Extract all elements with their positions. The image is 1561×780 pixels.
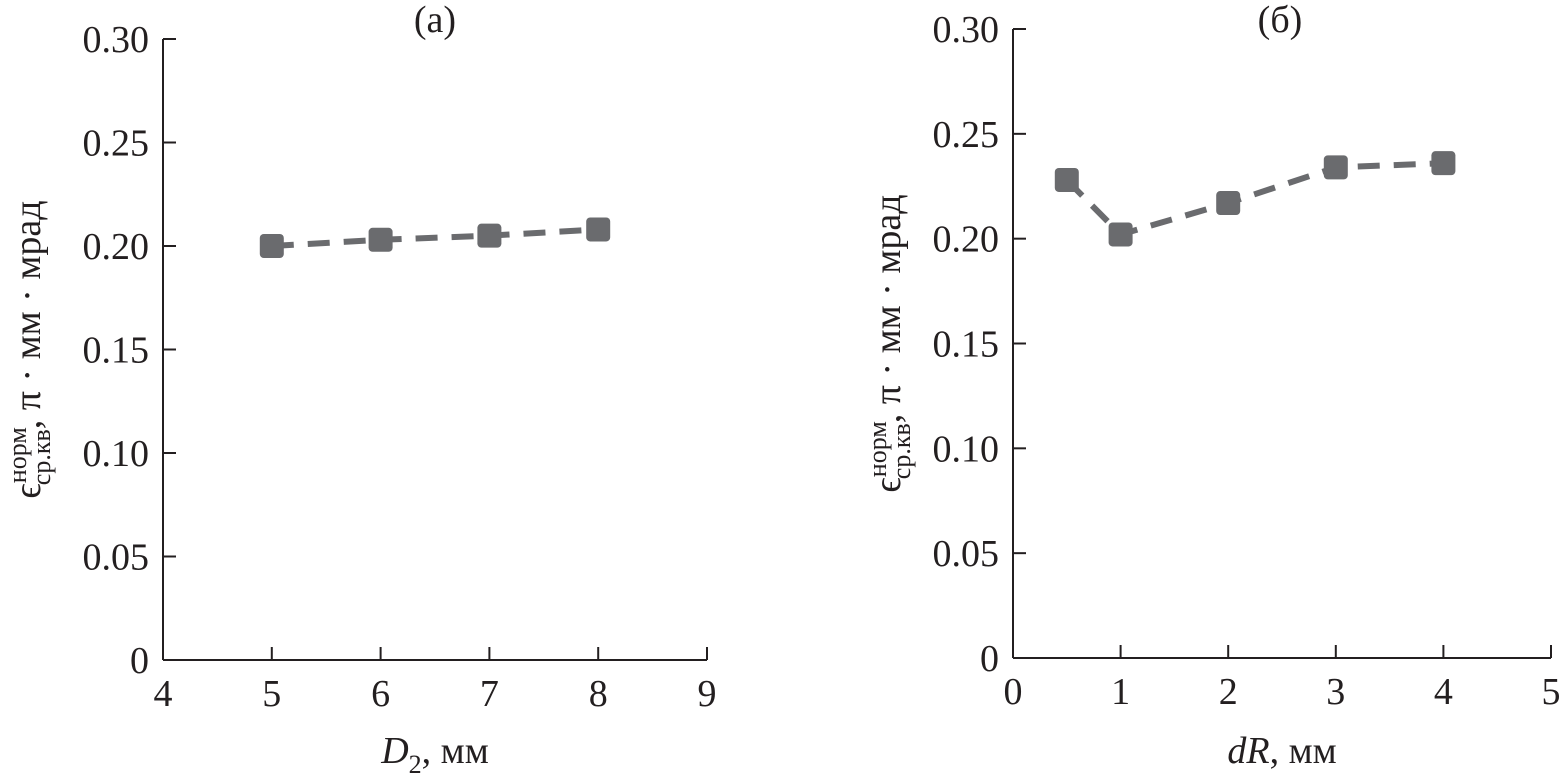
y-label-superscript: норм xyxy=(3,427,32,483)
data-point xyxy=(586,217,611,242)
x-label-subscript: 2 xyxy=(409,750,422,779)
x-tick-label: 4 xyxy=(154,673,173,715)
x-tick-label: 6 xyxy=(371,673,390,715)
y-label-unit: , π · мм · мрад xyxy=(7,200,49,429)
x-tick-label: 7 xyxy=(480,673,499,715)
data-point xyxy=(1108,222,1133,247)
data-point xyxy=(477,223,502,248)
x-label-variable: D xyxy=(380,730,408,772)
x-tick-label: 2 xyxy=(1219,671,1238,713)
y-label-superscript: норм xyxy=(863,421,892,477)
y-label-symbol: ϵ xyxy=(867,477,909,492)
chart-title: (a) xyxy=(414,0,456,41)
y-tick-label: 0.05 xyxy=(83,537,150,579)
x-tick-label: 0 xyxy=(1004,671,1023,713)
y-tick-label: 0.25 xyxy=(933,114,1000,156)
x-label-unit: , мм xyxy=(1270,730,1337,772)
x-tick-label: 1 xyxy=(1111,671,1130,713)
y-tick-label: 0.20 xyxy=(933,219,1000,261)
y-tick-label: 0.30 xyxy=(933,9,1000,51)
x-axis-label: dR, мм xyxy=(1227,730,1336,772)
data-point xyxy=(259,234,284,258)
series-line xyxy=(271,226,599,249)
chart-panel-0: 0 0.05 0.10 0.15 0.20 0.25 0.30 4 5 6 7 8 9 (a) D2, мм… xyxy=(3,0,717,779)
x-label-variable: dR xyxy=(1227,730,1269,772)
y-axis-label: ϵнормср.кв, π · мм · мрад xyxy=(863,194,916,492)
y-tick-label: 0 xyxy=(130,640,149,682)
y-tick-label: 0.30 xyxy=(83,19,150,61)
y-label-symbol: ϵ xyxy=(7,483,49,498)
chart-title: (б) xyxy=(1258,0,1303,41)
x-tick-label: 3 xyxy=(1326,671,1345,713)
x-tick-label: 5 xyxy=(1542,671,1561,713)
y-tick-label: 0.10 xyxy=(83,433,150,475)
x-tick-label: 4 xyxy=(1434,671,1453,713)
y-tick-label: 0.15 xyxy=(933,324,1000,366)
data-point xyxy=(1431,151,1456,176)
data-point xyxy=(368,227,393,252)
x-tick-label: 9 xyxy=(698,673,717,715)
x-tick-label: 5 xyxy=(262,673,281,715)
data-point xyxy=(1323,155,1348,180)
data-point xyxy=(1216,191,1241,216)
y-label-subscript: ср.кв xyxy=(887,423,916,479)
y-label-unit: , π · мм · мрад xyxy=(867,194,909,423)
y-tick-label: 0.20 xyxy=(83,226,150,268)
y-label-subscript: ср.кв xyxy=(27,429,56,485)
chart-panel-1: 0 0.05 0.10 0.15 0.20 0.25 0.30 0 1 2 3 4 5 (б) dR, мм… xyxy=(863,0,1561,772)
y-tick-label: 0.25 xyxy=(83,123,150,165)
y-tick-label: 0 xyxy=(980,638,999,680)
x-axis-label: D2, мм xyxy=(380,730,489,779)
y-tick-label: 0.05 xyxy=(933,533,1000,575)
x-label-unit: , мм xyxy=(422,730,489,772)
y-axis-label: ϵнормср.кв, π · мм · мрад xyxy=(3,200,56,498)
y-tick-label: 0.10 xyxy=(933,428,1000,470)
data-point xyxy=(1054,167,1079,192)
x-tick-label: 8 xyxy=(589,673,608,715)
y-tick-label: 0.15 xyxy=(83,330,150,372)
